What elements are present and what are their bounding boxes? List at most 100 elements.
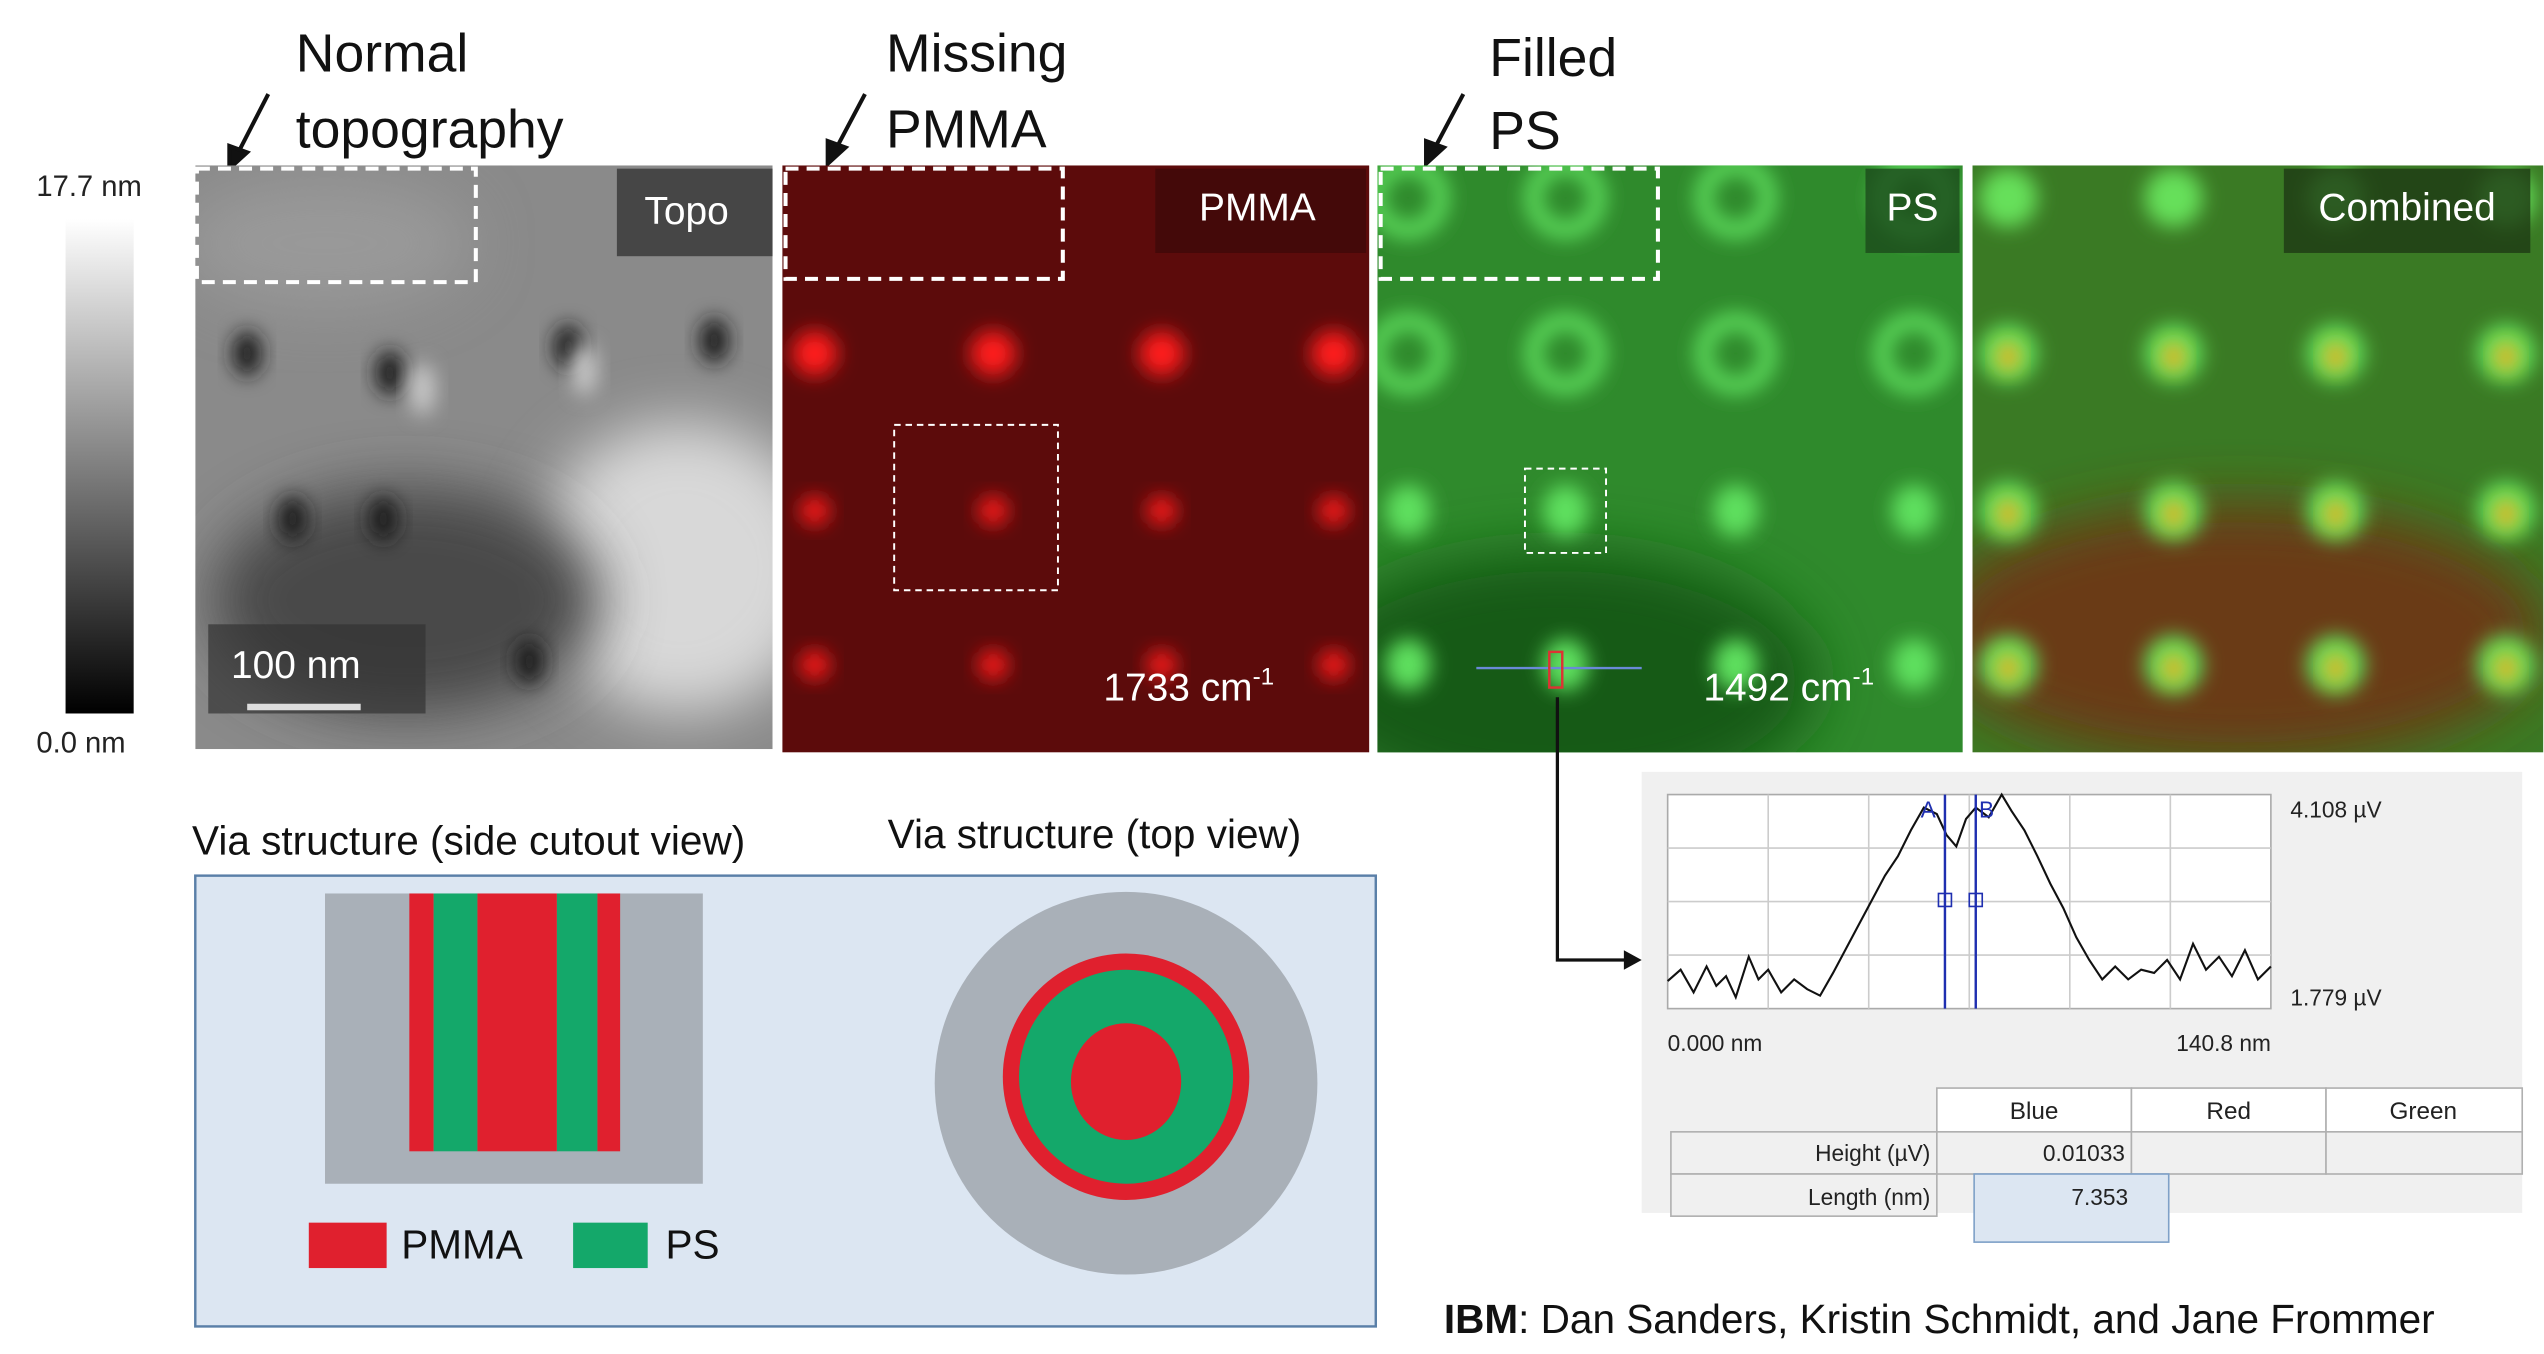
- arrow: [834, 93, 867, 151]
- cursor-handle: [1968, 892, 1984, 908]
- wavenumber: 1733 cm-1: [1103, 663, 1274, 709]
- arrowhead: [1623, 950, 1642, 970]
- cell: [2325, 1131, 2524, 1175]
- diagram-title: Via structure (side cutout view): [192, 818, 745, 864]
- pmma-layer: [597, 893, 621, 1152]
- pmma-image: [782, 165, 1370, 753]
- ps-image: [1377, 165, 1963, 753]
- spot: [1891, 484, 1937, 537]
- topo-image: [195, 165, 773, 750]
- image-panels: Topo PMMA PS Combined 100 nm 1733 cm-1 1…: [194, 165, 2544, 753]
- annotation: topography: [296, 101, 564, 160]
- spot: [2324, 653, 2348, 683]
- colorbar: [65, 218, 134, 714]
- annotation: Filled: [1489, 29, 1617, 88]
- panel-label: Combined: [2318, 187, 2495, 230]
- colorbar-min: 0.0 nm: [36, 727, 125, 759]
- spot: [1996, 499, 2020, 529]
- table-header: Red: [2206, 1098, 2251, 1125]
- arrowhead: [227, 143, 252, 174]
- arrow: [1432, 93, 1466, 151]
- spot: [1996, 653, 2020, 683]
- pointer-arrows: [227, 93, 1466, 174]
- label-box: [1865, 168, 1960, 253]
- credit-org: IBM: [1444, 1296, 1518, 1342]
- cell-value: 0.01033: [2043, 1140, 2125, 1166]
- spot: [1873, 312, 1955, 395]
- wavenumber-text: 1733 cm: [1103, 667, 1252, 710]
- cell: [2130, 1131, 2327, 1175]
- region: [1523, 467, 1608, 554]
- spot: [970, 330, 1016, 377]
- credit-names: : Dan Sanders, Kristin Schmidt, and Jane…: [1518, 1296, 2434, 1342]
- scale-bar-box: [208, 624, 426, 714]
- spot: [1147, 496, 1177, 526]
- spot: [409, 363, 436, 416]
- region: [783, 166, 1065, 281]
- spot: [1377, 312, 1449, 395]
- spot: [1524, 165, 1607, 239]
- selected-cell[interactable]: [1973, 1173, 2170, 1243]
- spot: [1377, 165, 1449, 239]
- spot: [2324, 342, 2348, 372]
- spot: [792, 330, 838, 377]
- arrowhead: [1424, 138, 1448, 169]
- annotation: Normal: [296, 24, 468, 83]
- spot: [1713, 638, 1759, 691]
- colorbar-max: 17.7 nm: [36, 171, 141, 203]
- zoom-regions: [893, 423, 1608, 592]
- row-header: [1670, 1173, 1938, 1217]
- cursor-label: B: [1979, 796, 1994, 822]
- legend-swatch: [573, 1222, 648, 1269]
- combined-image: [1972, 165, 2544, 753]
- region: [194, 166, 478, 285]
- pmma-layer: [409, 893, 434, 1152]
- ps-layer: [556, 893, 598, 1152]
- spot: [1695, 165, 1777, 239]
- profile-curve: [1666, 792, 2272, 1001]
- spot: [514, 638, 544, 685]
- spot: [2324, 499, 2348, 529]
- scale-bar-label: 100 nm: [231, 644, 361, 687]
- x-label: 0.000 nm: [1668, 1030, 1763, 1056]
- y-label: 4.108 µV: [2290, 796, 2382, 822]
- topo-features: [232, 317, 729, 685]
- spot: [2144, 168, 2203, 228]
- spot: [1385, 638, 1431, 691]
- spot: [368, 496, 398, 542]
- texture: [195, 178, 471, 309]
- spot: [1713, 484, 1759, 537]
- spot: [375, 350, 405, 396]
- ps-layer: [433, 893, 478, 1152]
- superscript: -1: [1853, 663, 1875, 690]
- spot: [1524, 312, 1607, 395]
- annotations: Normal topography Missing PMMA Filled PS: [227, 24, 1617, 174]
- annotation: Missing: [886, 24, 1067, 83]
- spot: [1147, 650, 1177, 680]
- image-bg: [782, 165, 1370, 753]
- spot: [1319, 650, 1349, 680]
- x-label: 140.8 nm: [2176, 1030, 2271, 1056]
- spot: [800, 496, 830, 526]
- pmma-core: [477, 893, 557, 1152]
- wavenumber: 1492 cm-1: [1703, 663, 1874, 709]
- pmma-spots: [792, 330, 1357, 680]
- spot: [699, 317, 729, 364]
- cell-value: 7.353: [2071, 1184, 2128, 1210]
- dashed-regions: [194, 166, 1660, 285]
- spot: [2162, 653, 2185, 683]
- spot: [2494, 342, 2518, 372]
- spot: [1319, 496, 1349, 526]
- legend-label: PMMA: [401, 1221, 523, 1267]
- legend-swatch: [308, 1222, 387, 1269]
- spot: [232, 330, 262, 377]
- spot: [978, 496, 1008, 526]
- spot: [800, 650, 830, 680]
- cursor-handle: [1937, 892, 1953, 908]
- label-box: [616, 168, 773, 257]
- diagram-title: Via structure (top view): [888, 811, 1302, 857]
- table-grid: [1670, 1087, 2524, 1243]
